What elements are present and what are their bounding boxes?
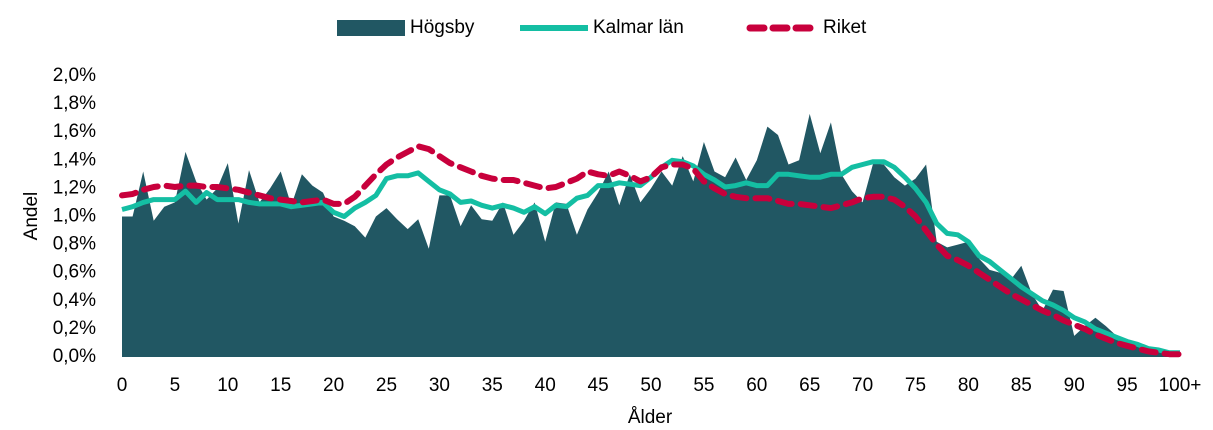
- line: [119, 143, 1183, 358]
- y-tick-label: 0,4%: [53, 290, 96, 311]
- legend-label: Högsby: [410, 17, 475, 38]
- x-tick-label: 10: [217, 375, 238, 396]
- x-tick-label: 75: [905, 375, 926, 396]
- y-tick-label: 1,0%: [53, 206, 96, 227]
- y-tick-label: 0,2%: [53, 318, 96, 339]
- x-tick-label: 60: [746, 375, 767, 396]
- y-tick-label: 0,0%: [53, 346, 96, 367]
- x-tick-label: 20: [323, 375, 344, 396]
- area: [122, 113, 1180, 358]
- x-tick-label: 30: [429, 375, 450, 396]
- x-tick-label: 0: [117, 375, 128, 396]
- legend-label: Kalmar län: [593, 17, 684, 38]
- y-axis-title: Andel: [21, 192, 42, 241]
- x-tick-label: 15: [270, 375, 291, 396]
- x-tick-label: 50: [640, 375, 661, 396]
- y-tick-label: 0,8%: [53, 234, 96, 255]
- x-tick-label: 35: [482, 375, 503, 396]
- y-tick-label: 2,0%: [53, 65, 96, 86]
- x-axis-title: Ålder: [628, 407, 673, 428]
- y-tick-label: 1,8%: [53, 93, 96, 114]
- y-tick-label: 1,2%: [53, 177, 96, 198]
- legend-swatch: [337, 20, 405, 36]
- x-tick-label: 85: [1011, 375, 1032, 396]
- x-tick-label: 100+: [1159, 375, 1202, 396]
- x-tick-label: 40: [535, 375, 556, 396]
- x-tick-label: 45: [588, 375, 609, 396]
- x-tick-label: 95: [1117, 375, 1138, 396]
- y-tick-label: 1,6%: [53, 121, 96, 142]
- x-tick-label: 90: [1064, 375, 1085, 396]
- x-tick-label: 70: [852, 375, 873, 396]
- x-tick-label: 65: [799, 375, 820, 396]
- y-tick-label: 1,4%: [53, 149, 96, 170]
- x-tick-label: 80: [958, 375, 979, 396]
- x-tick-label: 25: [376, 375, 397, 396]
- legend-label: Riket: [823, 17, 867, 38]
- line: [121, 157, 1180, 356]
- y-tick-label: 0,6%: [53, 262, 96, 283]
- x-tick-label: 5: [170, 375, 181, 396]
- x-tick-label: 55: [693, 375, 714, 396]
